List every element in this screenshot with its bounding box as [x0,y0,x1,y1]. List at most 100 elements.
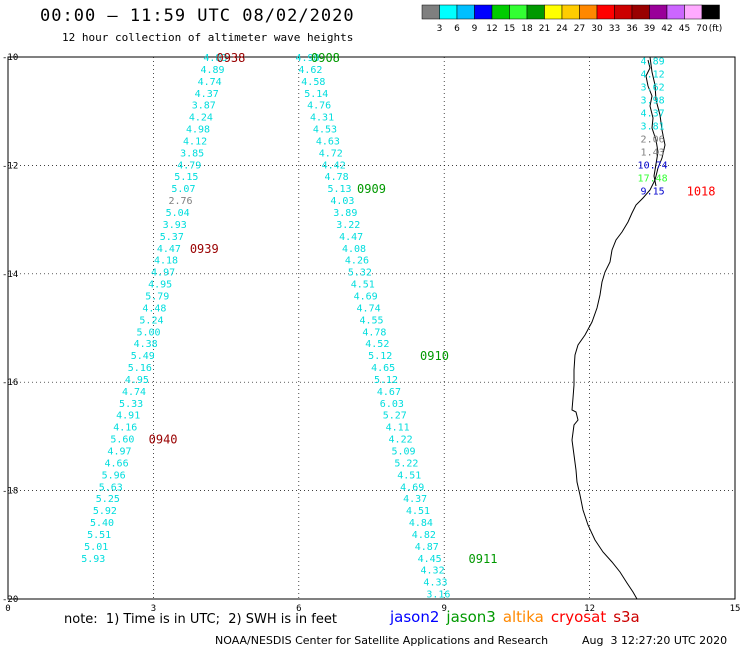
wave-height-value: 4.12 [183,136,207,147]
wave-height-points: 4.834.894.744.373.874.244.984.123.854.79… [81,53,667,601]
colorbar-swatch [561,4,580,20]
wave-height-value: 4.65 [371,363,395,374]
wave-height-value: 4.89 [641,56,665,67]
wave-height-value: 4.91 [116,411,140,422]
wave-height-value: 4.67 [377,387,401,398]
wave-height-value: 4.12 [641,69,665,80]
wave-height-value: 10.74 [638,160,668,171]
colorbar-swatch [596,4,615,20]
wave-height-value: 4.87 [415,542,439,553]
wave-height-value: 4.47 [157,244,181,255]
wave-height-value: 5.93 [81,554,105,565]
wave-height-value: 5.12 [368,351,392,362]
colorbar-swatch [684,4,703,20]
colorbar-swatch [666,4,685,20]
wave-height-value: 4.51 [397,470,421,481]
wave-height-value: 5.51 [87,530,111,541]
x-tick-label: 3 [151,604,156,614]
axis-tick-labels: 0 3 6 9 12 15 -10 -12 -14 -16 -18 -20 [2,53,740,614]
wave-height-value: 4.83 [203,53,227,64]
wave-height-value: 1.43 [641,147,665,158]
colorbar-label: 45 [679,24,690,34]
wave-height-value: 2.76 [168,196,192,207]
colorbar-label: 36 [626,24,638,34]
x-tick-label: 12 [584,604,595,614]
wave-height-value: 4.98 [295,53,319,64]
wave-height-value: 4.74 [198,77,222,88]
wave-height-value: 5.37 [160,232,184,243]
pass-time-labels: 0938 0908 0909 0939 0910 0940 0911 1018 [149,51,716,566]
wave-height-value: 5.92 [93,506,117,517]
wave-height-value: 5.07 [171,184,195,195]
colorbar-label: 18 [521,24,533,34]
colorbar-label: 42 [661,24,672,34]
y-tick-label: -12 [2,161,18,171]
wave-height-value: 4.66 [105,458,129,469]
wave-height-value: 5.49 [131,351,155,362]
wave-height-value: 4.51 [351,280,375,291]
wave-height-value: 4.47 [339,232,363,243]
wave-height-value: 3.89 [333,208,357,219]
colorbar-label: 21 [539,24,550,34]
wave-height-value: 4.37 [403,494,427,505]
wave-height-value: 2.06 [641,134,665,145]
wave-height-value: 9.15 [641,186,665,197]
colorbar-swatch [491,4,510,20]
wave-height-value: 5.13 [327,184,351,195]
colorbar-legend: 3 6 9 12 15 18 21 24 27 30 33 36 39 42 45 70 (ft) [421,4,723,34]
mission-legend-jason2: jason2 [390,608,440,626]
wave-height-value: 4.95 [125,375,149,386]
wave-height-value: 4.37 [641,108,665,119]
wave-height-value: 4.11 [386,423,410,434]
wave-height-value: 5.14 [304,89,328,100]
wave-height-value: 4.76 [307,101,331,112]
wave-height-value: 5.27 [383,411,407,422]
wave-height-value: 4.78 [325,172,349,183]
wave-height-value: 4.48 [142,303,166,314]
colorbar-label: (ft) [709,24,723,34]
colorbar-label: 9 [472,24,478,34]
wave-height-value: 4.51 [406,506,430,517]
wave-height-value: 5.25 [96,494,120,505]
colorbar-label: 6 [454,24,460,34]
pass-time-label: 0910 [420,349,449,363]
wave-height-value: 4.45 [418,554,442,565]
colorbar-swatch [456,4,475,20]
colorbar-swatch [421,4,440,20]
wave-height-value: 3.85 [180,148,204,159]
colorbar-label: 30 [591,24,603,34]
x-tick-label: 6 [296,604,301,614]
plot-frame [7,56,736,600]
mission-legend-s3a: s3a [613,608,640,626]
y-tick-label: -10 [2,53,18,63]
colorbar-swatch [579,4,598,20]
wave-height-value: 5.00 [137,327,161,338]
wave-height-value: 4.52 [365,339,389,350]
colorbar-label: 12 [486,24,497,34]
pass-time-label: 0909 [357,182,386,196]
mission-legend-altika: altika [502,608,544,626]
wave-height-value: 4.84 [409,518,433,529]
wave-height-value: 5.33 [119,399,143,410]
y-tick-label: -18 [2,487,18,497]
colorbar-swatch [509,4,528,20]
colorbar-label: 24 [556,24,568,34]
wave-height-value: 3.81 [641,121,665,132]
wave-height-value: 5.60 [110,435,134,446]
pass-time-label: 0939 [190,242,219,256]
wave-height-value: 6.03 [380,399,404,410]
wave-height-value: 4.78 [362,327,386,338]
wave-height-value: 4.97 [151,268,175,279]
colorbar-label: 39 [644,24,656,34]
wave-height-value: 3.93 [163,220,187,231]
colorbar-swatch [631,4,650,20]
colorbar-swatch [439,4,458,20]
wave-height-value: 4.74 [122,387,146,398]
wave-height-value: 5.01 [84,542,108,553]
wave-height-value: 4.42 [322,160,346,171]
wave-height-value: 5.16 [128,363,152,374]
colorbar-swatch [544,4,563,20]
wave-height-value: 5.04 [166,208,190,219]
